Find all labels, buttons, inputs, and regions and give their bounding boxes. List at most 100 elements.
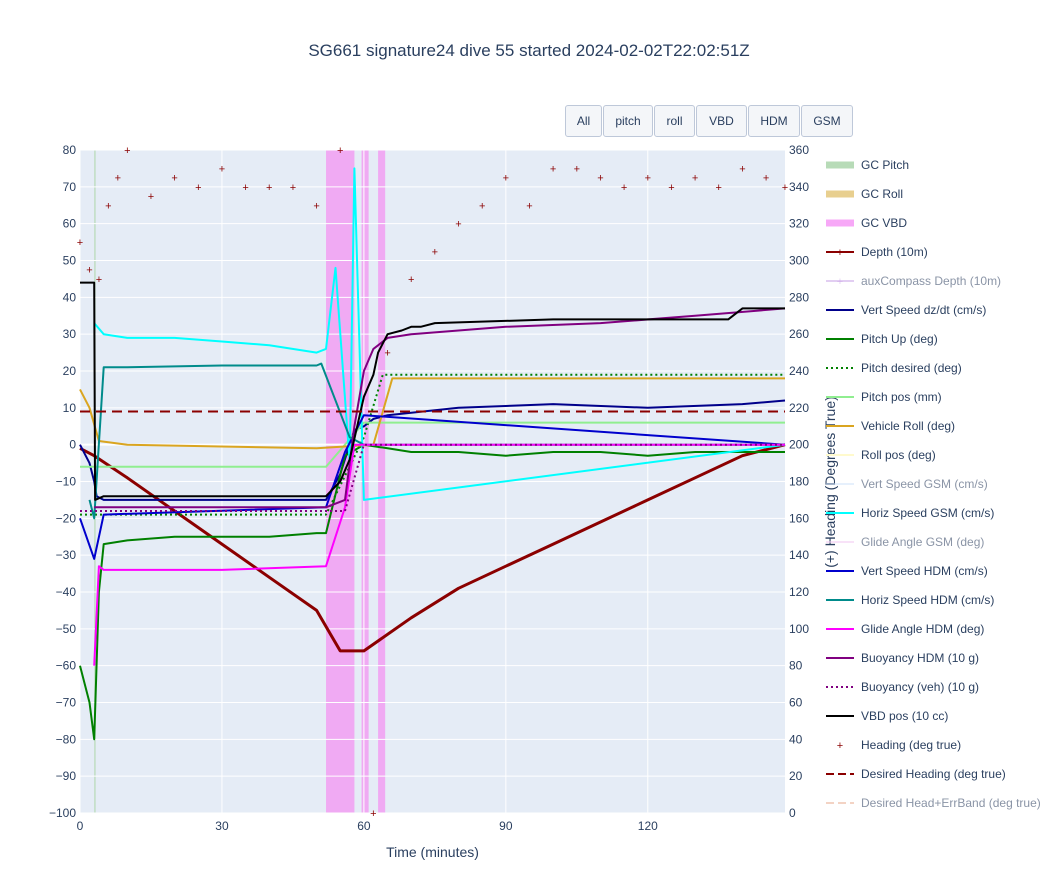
- horiz-speed-hdm-cm-s-line: [88, 362, 785, 520]
- legend-item[interactable]: Glide Angle HDM (deg): [824, 619, 984, 639]
- heading-deg-true-point: +: [621, 182, 627, 194]
- legend-swatch: +: [826, 276, 854, 288]
- legend-swatch: [826, 715, 854, 717]
- heading-deg-true-point: +: [503, 173, 509, 185]
- legend-swatch: [826, 190, 854, 198]
- legend-label: Depth (10m): [861, 245, 928, 259]
- legend-swatch: [826, 367, 854, 369]
- y2-tick-label: 100: [789, 622, 809, 636]
- legend-item[interactable]: + Depth (10m): [824, 242, 928, 262]
- heading-deg-true-point: +: [105, 200, 111, 212]
- heading-deg-true-point: +: [86, 265, 92, 277]
- legend-item[interactable]: GC VBD: [824, 213, 907, 233]
- button-roll[interactable]: roll: [654, 105, 695, 137]
- heading-deg-true-point: +: [195, 182, 201, 194]
- y2-tick-label: 200: [789, 438, 809, 452]
- y2-tick-label: 240: [789, 364, 809, 378]
- legend-swatch: [826, 396, 854, 398]
- heading-deg-true-point: +: [408, 274, 414, 286]
- legend-label: Horiz Speed HDM (cm/s): [861, 593, 995, 607]
- y-tick-label: −100: [49, 806, 76, 820]
- button-gsm[interactable]: GSM: [801, 105, 853, 137]
- svg-text:+: +: [837, 740, 843, 752]
- legend-item[interactable]: Pitch pos (mm): [824, 387, 942, 407]
- svg-text:+: +: [837, 276, 843, 288]
- legend-swatch: [826, 161, 854, 169]
- y-tick-label: −90: [56, 769, 77, 783]
- legend-label: Glide Angle GSM (deg): [861, 535, 985, 549]
- legend-item[interactable]: + Heading (deg true): [824, 735, 961, 755]
- legend-swatch: [826, 570, 854, 572]
- button-vbd[interactable]: VBD: [696, 105, 747, 137]
- legend-item[interactable]: Pitch Up (deg): [824, 329, 938, 349]
- axis-ticks: 0 30 60 90 120−100−90−80−70−60−50−40−30−20−1…: [49, 143, 809, 833]
- y2-tick-label: 220: [789, 401, 809, 415]
- legend-item[interactable]: Vert Speed HDM (cm/s): [824, 561, 988, 581]
- legend-item[interactable]: GC Roll: [824, 184, 903, 204]
- pitch-desired-deg-line: [80, 373, 785, 516]
- button-pitch[interactable]: pitch: [603, 105, 653, 137]
- legend-label: GC Pitch: [861, 158, 910, 172]
- y-tick-label: −70: [56, 696, 77, 710]
- legend-swatch: [826, 686, 854, 688]
- legend-item[interactable]: Buoyancy (veh) (10 g): [824, 677, 979, 697]
- horiz-speed-gsm-cm-s-line: [93, 167, 786, 501]
- y-tick-label: 70: [63, 180, 77, 194]
- heading-deg-true-point: +: [526, 200, 532, 212]
- y-tick-label: −30: [56, 548, 77, 562]
- heading-deg-true-point: +: [716, 182, 722, 194]
- button-hdm[interactable]: HDM: [748, 105, 800, 137]
- legend-item[interactable]: Horiz Speed GSM (cm/s): [824, 503, 994, 523]
- y2-axis-label: (+) Heading (Degrees True): [822, 396, 838, 568]
- y2-tick-label: 120: [789, 585, 809, 599]
- heading-deg-true-point: +: [148, 191, 154, 203]
- y-tick-label: −50: [56, 622, 77, 636]
- heading-deg-true-point: +: [668, 182, 674, 194]
- y-tick-label: −60: [56, 659, 77, 673]
- heading-deg-true-point: +: [266, 182, 272, 194]
- legend-label: VBD pos (10 cc): [861, 709, 949, 723]
- legend-label: GC VBD: [861, 216, 908, 230]
- legend-label: Heading (deg true): [861, 738, 962, 752]
- legend-swatch: [826, 657, 854, 659]
- legend-item[interactable]: Desired Head+ErrBand (deg true): [824, 793, 1041, 813]
- y-tick-label: 30: [63, 327, 77, 341]
- legend-item[interactable]: Horiz Speed HDM (cm/s): [824, 590, 994, 610]
- legend-item[interactable]: Buoyancy HDM (10 g): [824, 648, 979, 668]
- x-tick-label: 0: [77, 819, 84, 833]
- heading-deg-true-point: +: [171, 173, 177, 185]
- trace-button-bar: All pitch roll VBD HDM GSM: [565, 105, 854, 137]
- legend-item[interactable]: + auxCompass Depth (10m): [824, 271, 1001, 291]
- legend-swatch: [826, 338, 854, 340]
- heading-deg-true-point: +: [115, 173, 121, 185]
- legend-item[interactable]: Vert Speed GSM (cm/s): [824, 474, 988, 494]
- legend-swatch: [826, 454, 854, 456]
- legend-item[interactable]: Roll pos (deg): [824, 445, 936, 465]
- legend-swatch: [826, 425, 854, 427]
- y2-tick-label: 80: [789, 659, 803, 673]
- heading-deg-true-point: +: [692, 173, 698, 185]
- legend-item[interactable]: Vert Speed dz/dt (cm/s): [824, 300, 986, 320]
- buoyancy-veh-10-g-line: [80, 443, 785, 512]
- legend-item[interactable]: Vehicle Roll (deg): [824, 416, 955, 436]
- pitch-up-deg-line: [79, 443, 785, 741]
- legend-swatch: [826, 773, 854, 775]
- legend-label: Pitch pos (mm): [861, 390, 942, 404]
- legend-item[interactable]: Pitch desired (deg): [824, 358, 962, 378]
- y2-tick-label: 260: [789, 327, 809, 341]
- legend-item[interactable]: GC Pitch: [824, 155, 909, 175]
- svg-text:+: +: [837, 247, 843, 259]
- legend-swatch: [826, 309, 854, 311]
- x-tick-label: 90: [499, 819, 513, 833]
- legend-item[interactable]: Glide Angle GSM (deg): [824, 532, 984, 552]
- button-all[interactable]: All: [565, 105, 602, 137]
- y2-tick-label: 280: [789, 290, 809, 304]
- heading-deg-true-point: +: [645, 173, 651, 185]
- legend-item[interactable]: Desired Heading (deg true): [824, 764, 1006, 784]
- heading-deg-true-point: +: [96, 274, 102, 286]
- y-tick-label: −10: [56, 475, 77, 489]
- heading-deg-true-point: +: [550, 163, 556, 175]
- heading-deg-true-point: +: [597, 173, 603, 185]
- legend-item[interactable]: VBD pos (10 cc): [824, 706, 948, 726]
